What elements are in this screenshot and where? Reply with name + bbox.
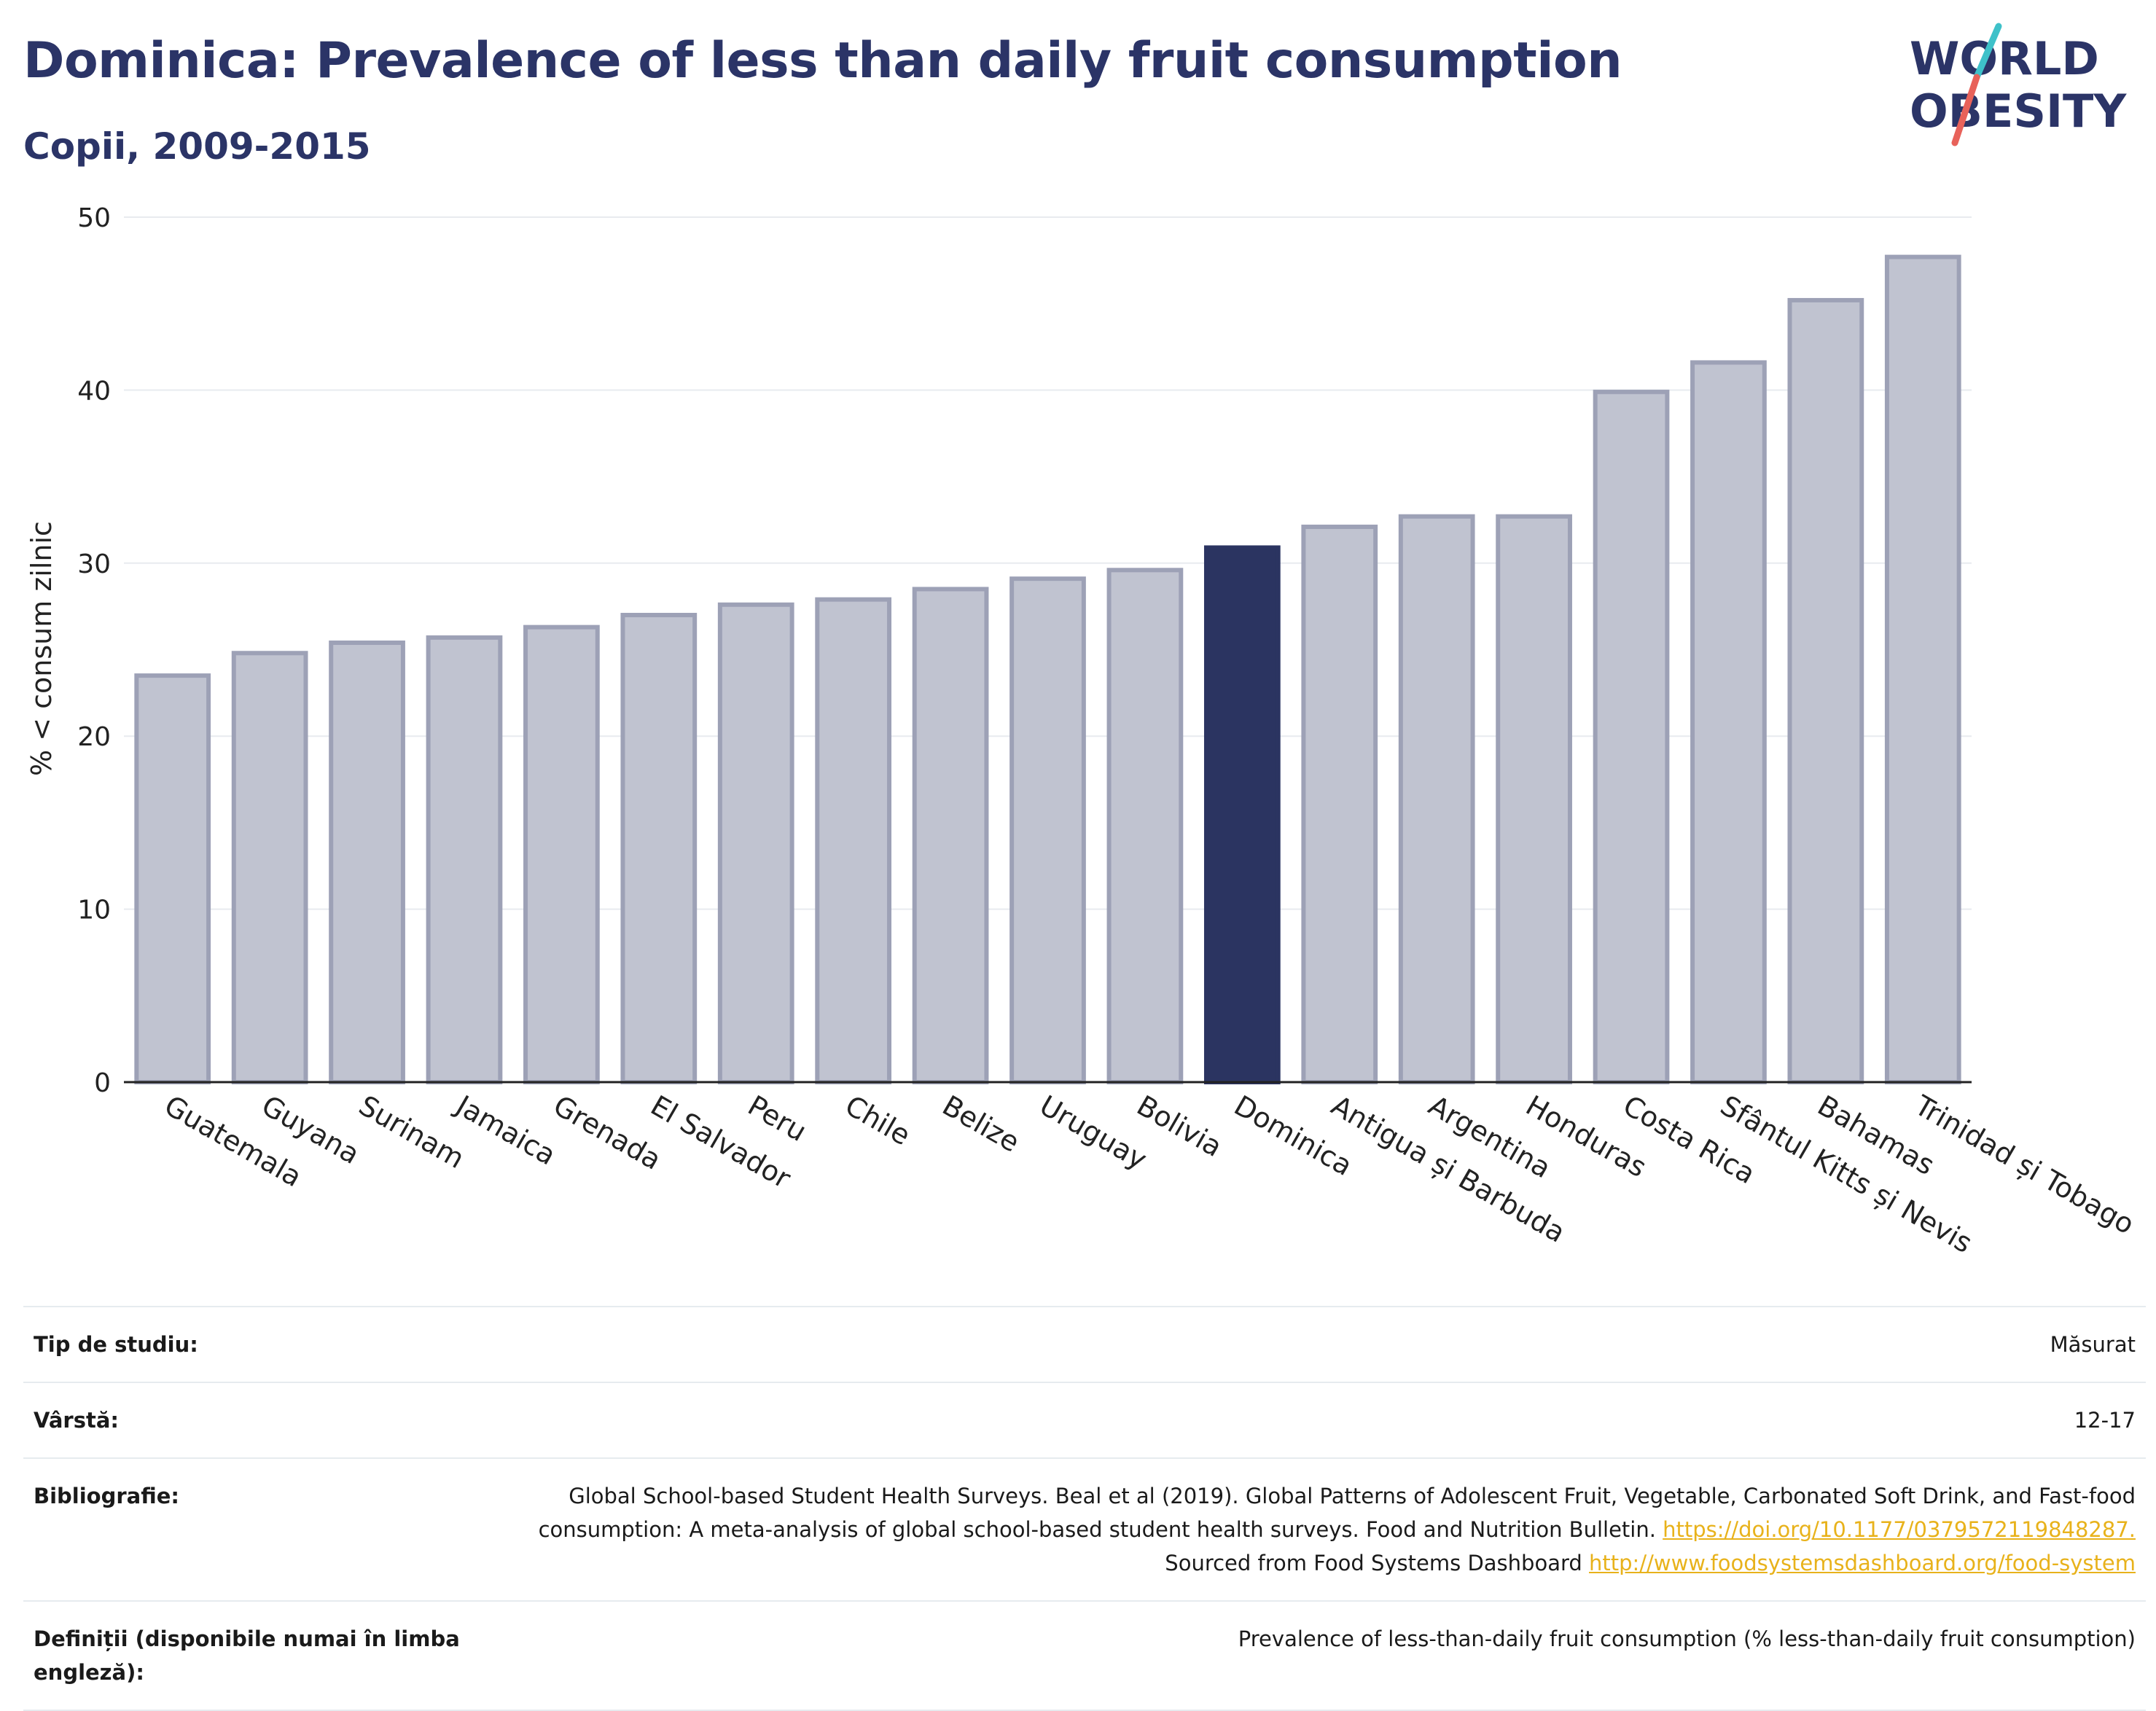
bar-bahamas — [1787, 297, 1864, 1084]
logo-slash-top — [1973, 23, 2002, 81]
info-value: Măsurat — [510, 1306, 2146, 1383]
info-label: Vârstă: — [23, 1382, 510, 1459]
page-subtitle: Copii, 2009-2015 — [23, 125, 371, 168]
bar-trinidad-i-tobago — [1884, 254, 1961, 1084]
x-tick-label: Grenada — [548, 1089, 667, 1176]
bar-belize — [912, 587, 989, 1084]
x-tick-label: Jamaica — [450, 1089, 561, 1172]
bar-grenada — [523, 625, 600, 1084]
bar-surinam — [329, 641, 405, 1084]
bar-honduras — [1496, 514, 1572, 1084]
bar-jamaica — [426, 635, 503, 1084]
bar-el-salvador — [620, 613, 698, 1084]
source-text: Sourced from Food Systems Dashboard — [1165, 1551, 1582, 1575]
info-label: Definiții (disponibile numai în limba en… — [23, 1600, 510, 1711]
logo-slash-bottom — [1951, 74, 1980, 146]
bar-chart: 0 10 20 30 40 50 GuatemalaGuyanaSurinamJamaic… — [26, 203, 2140, 1259]
bar-guatemala — [134, 673, 211, 1084]
logo-word-1: WORLD — [1910, 32, 2099, 85]
x-tick-label: Surinam — [354, 1089, 470, 1175]
y-tick-label: 0 — [94, 1068, 111, 1098]
bar-uruguay — [1009, 576, 1086, 1084]
x-tick-label: Chile — [840, 1089, 915, 1152]
info-value: Global School-based Student Health Surve… — [510, 1457, 2146, 1602]
x-tick-label: Belize — [937, 1089, 1026, 1159]
info-table: Tip de studiu: Măsurat Vârstă: 12-17 Bib… — [23, 1306, 2146, 1711]
x-tick-label: Peru — [743, 1089, 812, 1148]
logo-word-2: OBESITY — [1910, 85, 2127, 138]
bars — [134, 254, 1961, 1085]
info-label: Tip de studiu: — [23, 1306, 510, 1383]
info-value: 12-17 — [510, 1382, 2146, 1459]
bar-guyana — [231, 651, 308, 1084]
y-tick-label: 40 — [77, 376, 111, 406]
y-tick-label: 20 — [77, 722, 111, 752]
y-tick-label: 50 — [77, 203, 111, 233]
bar-dominica — [1203, 545, 1281, 1084]
bibliography-text: Global School-based Student Health Surve… — [538, 1484, 2136, 1542]
world-obesity-logo: WORLD OBESITY — [1910, 23, 2127, 146]
y-tick-label: 30 — [77, 549, 111, 579]
bar-sf-ntul-kitts-i-nevis — [1690, 360, 1767, 1084]
doi-link[interactable]: https://doi.org/10.1177/0379572119848287… — [1663, 1517, 2136, 1542]
page-title: Dominica: Prevalence of less than daily … — [23, 32, 1622, 90]
info-row-bibliography: Bibliografie: Global School-based Studen… — [23, 1457, 2146, 1602]
y-tick-labels: 0 10 20 30 40 50 — [77, 203, 111, 1098]
x-tick-label: Uruguay — [1034, 1089, 1152, 1176]
info-value: Prevalence of less-than-daily fruit cons… — [510, 1600, 2146, 1711]
dashboard-link[interactable]: http://www.foodsystemsdashboard.org/food… — [1589, 1551, 2136, 1575]
bar-argentina — [1398, 514, 1475, 1084]
y-axis-label: % < consum zilnic — [26, 521, 58, 776]
bar-chile — [815, 597, 892, 1084]
y-tick-label: 10 — [77, 896, 111, 925]
info-row-definitions: Definiții (disponibile numai în limba en… — [23, 1600, 2146, 1711]
info-row-age: Vârstă: 12-17 — [23, 1382, 2146, 1459]
bar-antigua-i-barbuda — [1301, 524, 1378, 1085]
bar-peru — [717, 602, 794, 1084]
info-row-study-type: Tip de studiu: Măsurat — [23, 1306, 2146, 1383]
bar-bolivia — [1106, 568, 1184, 1084]
bar-costa-rica — [1593, 389, 1670, 1084]
info-label: Bibliografie: — [23, 1457, 510, 1602]
